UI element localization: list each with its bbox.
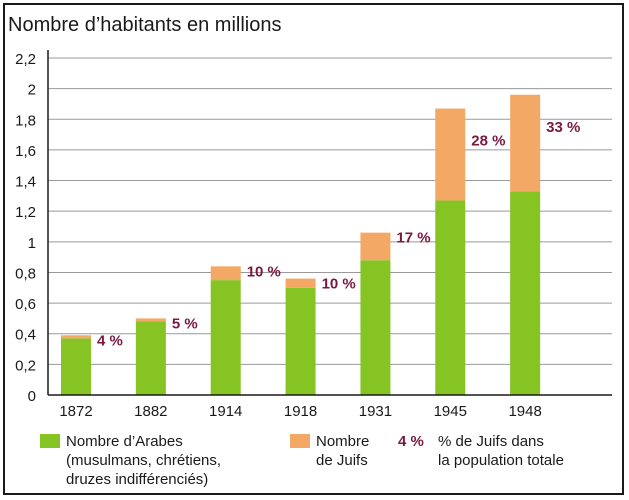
x-tick-label: 1948	[508, 403, 541, 420]
axis-layer: 0 0,2 0,4 0,6 0,8 1 1,2 1,4 1,6 1,8 2 2,2 1872 1882 19…	[15, 50, 612, 420]
legend-text: (musulmans, chrétiens,	[66, 452, 221, 469]
label-layer: 4 % 5 % 10 % 10 % 17 % 28 % 33 %	[97, 119, 580, 349]
bar-juifs	[435, 108, 466, 201]
bar-juifs	[285, 278, 316, 288]
percent-label: 10 %	[247, 263, 281, 280]
y-tick-label: 1,4	[15, 174, 36, 191]
bar-juifs	[135, 318, 166, 322]
y-tick-label: 1,2	[15, 204, 36, 221]
legend-percent-marker: 4 %	[398, 433, 424, 450]
legend-swatch-arabes	[40, 434, 60, 448]
x-tick-label: 1872	[59, 403, 92, 420]
bar-arabes	[285, 287, 316, 395]
y-tick-label: 0,6	[15, 296, 36, 313]
percent-label: 4 %	[97, 332, 123, 349]
y-tick-label: 2	[28, 82, 36, 99]
percent-label: 5 %	[172, 315, 198, 332]
y-tick-label: 0,4	[15, 327, 36, 344]
bar-arabes	[435, 200, 466, 395]
bar-arabes	[360, 260, 391, 395]
y-tick-label: 1,6	[15, 143, 36, 160]
y-tick-label: 0,8	[15, 265, 36, 282]
legend-text: la population totale	[438, 452, 564, 469]
legend-text: % de Juifs dans	[438, 433, 544, 450]
legend-text: druzes indifférenciés)	[66, 471, 208, 488]
bar-arabes	[61, 338, 91, 395]
legend: Nombre d’Arabes (musulmans, chrétiens, dru…	[40, 433, 564, 488]
x-tick-label: 1918	[284, 403, 317, 420]
bar-arabes	[510, 191, 541, 395]
percent-label: 33 %	[546, 119, 580, 136]
bar-juifs	[360, 232, 391, 261]
chart-title: Nombre d’habitants en millions	[8, 14, 281, 36]
legend-text: Nombre d’Arabes	[66, 433, 183, 450]
x-tick-label: 1931	[359, 403, 392, 420]
y-tick-label: 2,2	[15, 51, 36, 68]
legend-swatch-juifs	[290, 434, 310, 448]
legend-text: de Juifs	[316, 452, 368, 469]
x-tick-label: 1914	[209, 403, 242, 420]
percent-label: 17 %	[396, 230, 430, 247]
bar-arabes	[135, 321, 166, 395]
bar-juifs	[210, 266, 241, 281]
y-tick-label: 0	[28, 388, 36, 405]
y-tick-label: 1,8	[15, 112, 36, 129]
bar-arabes	[210, 280, 241, 395]
bar-juifs	[61, 335, 91, 339]
bar-juifs	[510, 94, 541, 192]
y-tick-label: 1	[28, 235, 36, 252]
percent-label: 28 %	[471, 133, 505, 150]
x-tick-label: 1945	[434, 403, 467, 420]
percent-label: 10 %	[322, 276, 356, 293]
legend-text: Nombre	[316, 433, 369, 450]
bars-layer	[61, 94, 541, 395]
x-tick-label: 1882	[134, 403, 167, 420]
y-tick-label: 0,2	[15, 357, 36, 374]
